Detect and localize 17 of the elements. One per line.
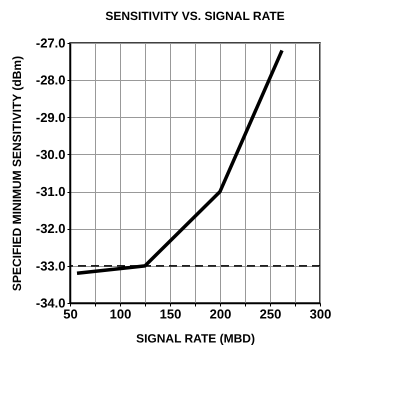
y-tick-label: -31.0 (36, 184, 66, 200)
chart-title: SENSITIVITY VS. SIGNAL RATE (105, 9, 285, 23)
y-axis-title: SPECIFIED MINIMUM SENSITIVITY (dBm) (10, 56, 24, 292)
x-axis-title: SIGNAL RATE (MBD) (136, 332, 255, 346)
x-tick-label: 150 (160, 306, 182, 322)
y-tick-label: -34.0 (36, 296, 66, 310)
x-tick-label: 100 (110, 306, 132, 322)
y-tick-label: -32.0 (36, 221, 66, 236)
x-tick-label: 200 (210, 306, 232, 322)
y-tick-label: -29.0 (36, 110, 66, 125)
y-tick-label: -27.0 (36, 36, 66, 50)
y-tick-label: -33.0 (36, 258, 66, 274)
y-tick-label: -30.0 (36, 146, 66, 162)
x-tick-label: 300 (310, 306, 332, 322)
x-tick-label: 50 (63, 306, 78, 322)
y-tick-label: -28.0 (36, 72, 66, 88)
x-tick-label: 250 (260, 306, 282, 322)
